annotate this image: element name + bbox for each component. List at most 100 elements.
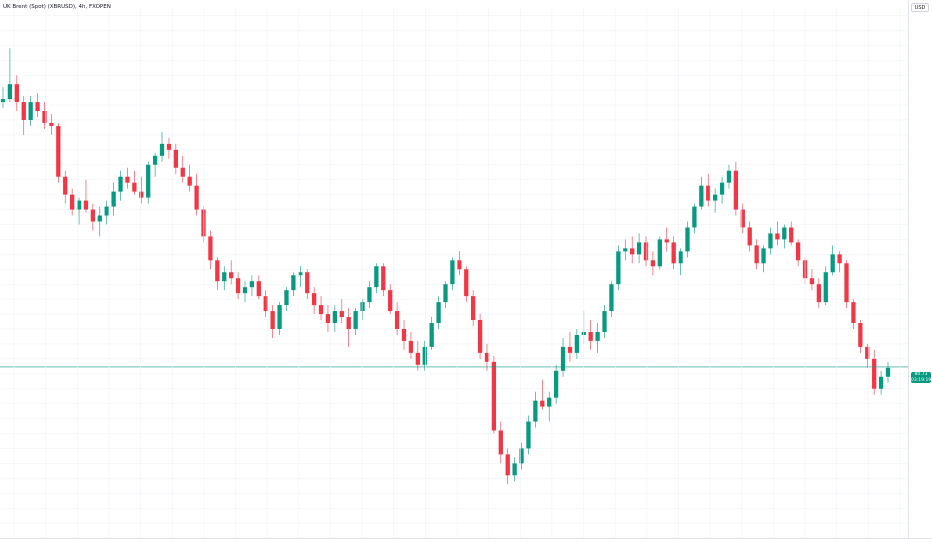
candle-body: [284, 290, 289, 306]
candle-body: [623, 248, 628, 252]
candle-body: [809, 278, 815, 285]
candle-body: [429, 323, 434, 347]
candle-body: [636, 242, 642, 255]
candle-body: [678, 251, 683, 264]
candle: [97, 206, 102, 237]
candle: [851, 299, 856, 329]
candle: [235, 272, 241, 300]
candle: [830, 245, 835, 276]
candle: [719, 176, 725, 204]
candle-body: [595, 331, 600, 341]
candle: [49, 114, 54, 135]
candle: [422, 340, 427, 371]
candle: [339, 299, 344, 324]
candle: [789, 221, 794, 246]
currency-button[interactable]: USD: [911, 3, 929, 12]
candle-body: [7, 84, 13, 100]
candle-body: [726, 170, 732, 183]
candle-body: [782, 227, 787, 240]
candle: [885, 361, 891, 383]
candle: [477, 314, 483, 359]
candle-body: [104, 206, 109, 216]
candle: [526, 415, 531, 455]
candle: [547, 391, 552, 422]
candle-body: [512, 463, 517, 476]
candle: [56, 122, 61, 183]
candle: [401, 320, 407, 350]
candle: [685, 221, 690, 258]
candle: [574, 328, 580, 359]
candle: [567, 331, 573, 362]
price-axis[interactable]: [908, 0, 932, 538]
candle-body: [830, 254, 835, 273]
candle: [346, 308, 351, 347]
candle-body: [505, 454, 510, 476]
candle-body: [885, 367, 891, 377]
time-axis[interactable]: [0, 538, 932, 551]
candle: [63, 170, 68, 204]
candle-body: [367, 287, 372, 303]
candle-body: [63, 176, 68, 195]
candle-body: [443, 284, 448, 303]
candle: [630, 236, 635, 264]
candle-body: [643, 242, 649, 261]
candle: [740, 203, 745, 234]
candle: [595, 323, 600, 353]
candle-body: [713, 194, 718, 201]
candle-body: [706, 185, 711, 201]
candle: [159, 131, 165, 162]
candle: [42, 102, 47, 129]
candle: [768, 227, 773, 255]
candle: [872, 349, 877, 395]
candle: [408, 331, 414, 359]
candle: [844, 260, 849, 309]
candle-body: [291, 275, 296, 291]
candle: [436, 296, 441, 329]
candle-body: [152, 155, 158, 165]
candle-body: [194, 185, 199, 210]
candle-body: [69, 194, 75, 210]
candle-body: [21, 102, 26, 120]
candle-body: [574, 334, 580, 353]
candle-body: [325, 314, 331, 324]
candle-body: [132, 182, 137, 192]
candle-body: [768, 233, 773, 249]
candle-body: [76, 200, 82, 210]
candle-body: [816, 284, 822, 303]
candle: [429, 317, 434, 350]
candle-body: [692, 206, 697, 228]
candle-body: [173, 149, 178, 168]
candle-body: [339, 311, 344, 318]
candle-body: [650, 260, 656, 267]
candle-body: [159, 143, 165, 156]
candle-body: [533, 400, 538, 422]
candle: [83, 179, 89, 213]
candle-body: [733, 170, 739, 210]
candle-body: [560, 346, 566, 371]
candle: [21, 96, 26, 135]
candle-body: [311, 293, 317, 306]
candle-body: [422, 346, 427, 365]
candle: [609, 281, 614, 318]
candle-body: [388, 290, 393, 312]
candle: [7, 48, 13, 103]
candle-body: [56, 125, 61, 177]
candle: [284, 287, 289, 312]
candle: [692, 203, 697, 234]
candle-body: [588, 331, 593, 341]
candle: [69, 188, 75, 216]
candle-body: [146, 164, 151, 198]
candle-body: [249, 281, 255, 288]
candle: [353, 308, 358, 335]
candle-body: [540, 400, 545, 407]
candle-body: [83, 200, 89, 210]
candle-body: [789, 227, 794, 243]
candle-body: [42, 111, 47, 123]
candle-body: [35, 102, 40, 112]
candle: [878, 370, 884, 395]
candle: [858, 320, 863, 353]
candle: [166, 137, 172, 159]
candle: [533, 391, 538, 428]
candle-body: [28, 102, 33, 120]
